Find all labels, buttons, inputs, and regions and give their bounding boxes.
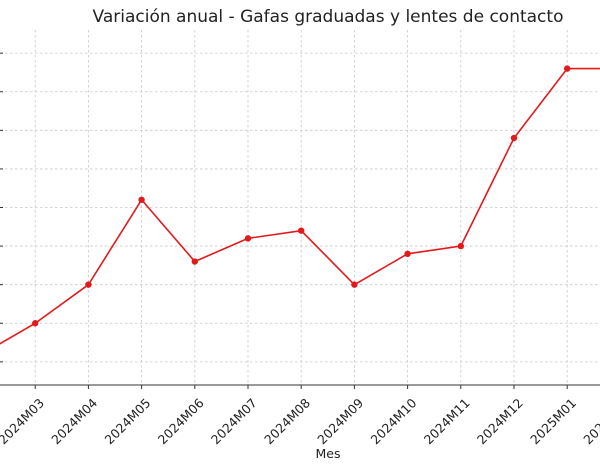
chart-title: Variación anual - Gafas graduadas y lent… bbox=[93, 7, 564, 27]
axes-layer bbox=[0, 52, 600, 389]
data-point bbox=[564, 65, 571, 72]
series-line bbox=[0, 67, 600, 345]
data-point bbox=[457, 242, 464, 250]
data-point bbox=[85, 281, 92, 288]
data-point bbox=[510, 134, 518, 142]
x-tick-label: 2024M06 bbox=[155, 395, 207, 447]
data-point bbox=[244, 235, 252, 242]
x-tick-labels: 2024M022024M032024M042024M052024M062024M… bbox=[0, 395, 600, 447]
data-point bbox=[32, 320, 39, 327]
x-tick-label: 2024M12 bbox=[474, 395, 526, 447]
x-tick-label: 2024M11 bbox=[421, 395, 473, 447]
x-tick-label: 2024M07 bbox=[208, 395, 260, 447]
grid-layer bbox=[0, 30, 600, 385]
x-tick-label: 2024M03 bbox=[0, 395, 47, 447]
data-point bbox=[298, 227, 305, 234]
data-point bbox=[191, 258, 198, 265]
x-tick-label: 2024M08 bbox=[261, 395, 313, 447]
x-tick-label: 2024M10 bbox=[368, 395, 420, 447]
data-point bbox=[351, 281, 358, 288]
x-tick-label: 2024M05 bbox=[102, 395, 154, 447]
x-tick-label: 2024M09 bbox=[314, 395, 366, 447]
x-tick-label: 2024M04 bbox=[48, 395, 100, 447]
series-layer bbox=[0, 65, 600, 345]
data-point bbox=[138, 196, 145, 203]
x-tick-label: 2025M01 bbox=[527, 395, 579, 447]
data-point bbox=[404, 250, 411, 258]
x-axis-label: Mes bbox=[316, 446, 341, 461]
x-tick-label: 2025M02 bbox=[580, 395, 600, 447]
